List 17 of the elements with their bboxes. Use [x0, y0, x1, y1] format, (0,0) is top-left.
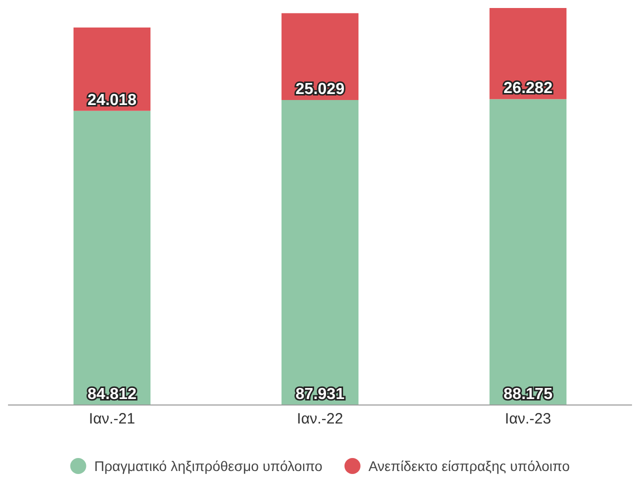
bar [74, 110, 150, 405]
x-tick-label: Ιαν.-21 [88, 410, 136, 428]
bar [490, 99, 566, 405]
bar [282, 100, 358, 405]
bar [282, 13, 358, 100]
legend-label: Ανεπίδεκτο είσπραξης υπόλοιπο [368, 458, 570, 474]
legend-label: Πραγματικό ληξιπρόθεσμο υπόλοιπο [94, 458, 323, 474]
data-label: 87.931 [296, 386, 345, 403]
data-label: 88.175 [504, 386, 553, 403]
data-label: 84.812 [88, 386, 137, 403]
data-label: 24.018 [88, 92, 137, 109]
data-label: 25.029 [296, 81, 345, 98]
bar [74, 28, 150, 111]
x-tick-label: Ιαν.-23 [504, 410, 552, 428]
x-tick-label: Ιαν.-22 [296, 410, 344, 428]
data-label: 26.282 [504, 80, 553, 98]
bar [490, 8, 566, 100]
